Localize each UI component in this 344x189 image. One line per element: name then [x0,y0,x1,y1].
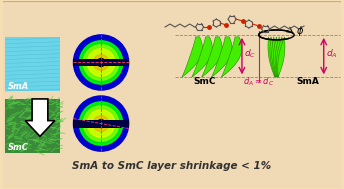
Bar [74,120,129,128]
Text: $d_A$: $d_A$ [326,47,337,60]
Circle shape [79,102,123,145]
FancyBboxPatch shape [6,37,60,91]
Circle shape [83,106,119,141]
Polygon shape [273,37,279,77]
Polygon shape [202,37,222,77]
Circle shape [97,120,105,128]
Text: SmA: SmA [8,82,29,91]
Text: $\phi$: $\phi$ [296,24,304,38]
Text: $d_C$: $d_C$ [244,47,256,60]
Polygon shape [192,37,212,77]
Polygon shape [221,37,242,77]
Text: SmC: SmC [8,143,28,152]
Text: $d_A \approx d_C$: $d_A \approx d_C$ [243,75,274,88]
Polygon shape [275,37,281,77]
Bar [74,59,129,66]
Polygon shape [182,37,202,77]
Circle shape [87,110,115,137]
Circle shape [74,96,129,151]
Circle shape [93,55,109,70]
Polygon shape [272,37,278,77]
Text: SmC: SmC [193,77,216,86]
Circle shape [87,49,115,76]
Circle shape [93,116,109,131]
Circle shape [79,41,123,84]
Circle shape [74,35,129,90]
Polygon shape [268,37,275,77]
Polygon shape [277,37,283,77]
Polygon shape [270,37,276,77]
Text: SmA: SmA [297,77,320,86]
Polygon shape [25,99,55,136]
Circle shape [83,45,119,80]
Text: SmA to SmC layer shrinkage < 1%: SmA to SmC layer shrinkage < 1% [73,161,271,171]
FancyBboxPatch shape [6,99,60,153]
Polygon shape [278,37,285,77]
Circle shape [97,59,105,66]
Polygon shape [212,37,232,77]
